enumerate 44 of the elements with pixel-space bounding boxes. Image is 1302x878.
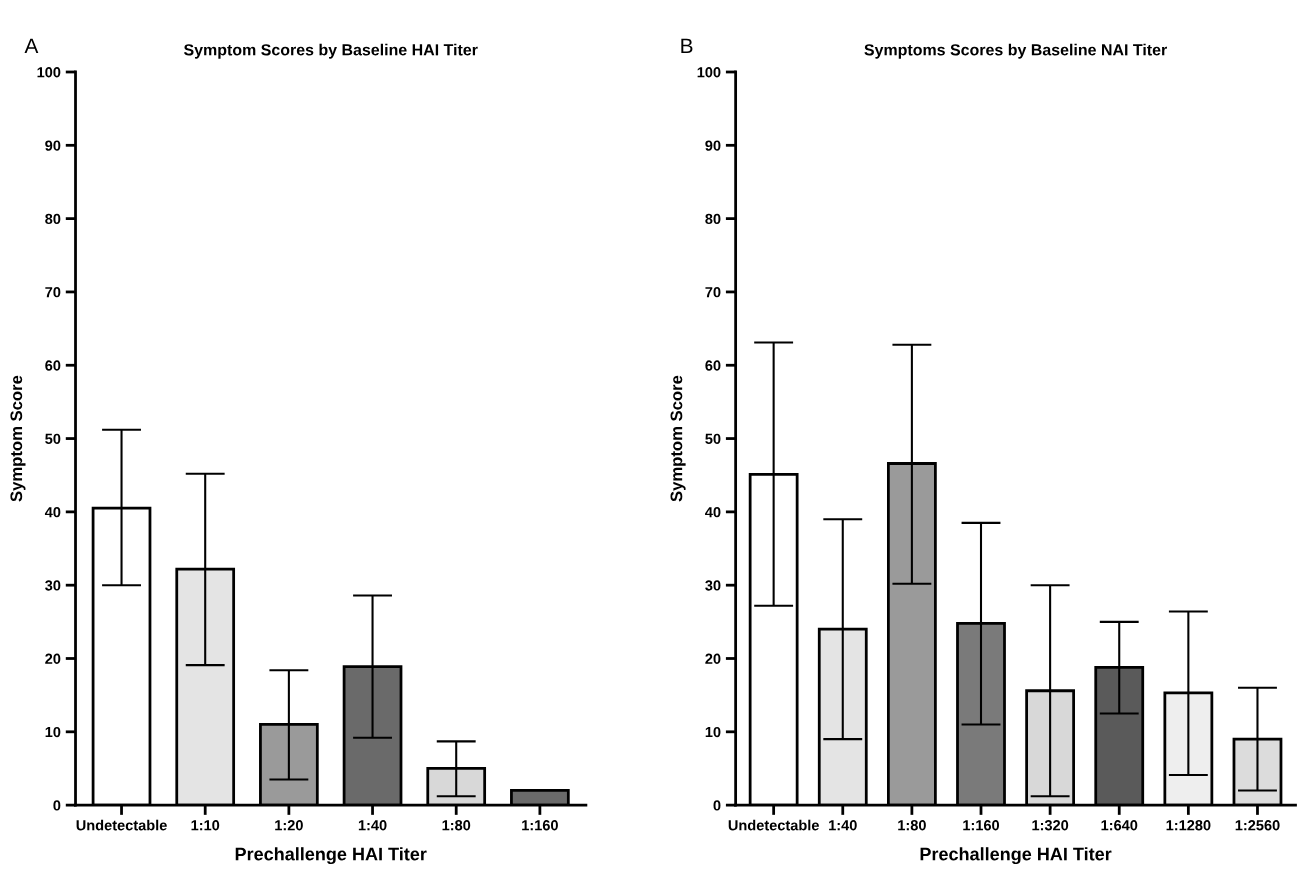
x-axis-title: Prechallenge HAI Titer <box>920 847 1112 865</box>
x-tick-label: 1:320 <box>1032 820 1069 831</box>
text: A <box>24 38 39 54</box>
x-tick-label: 1:1280 <box>1166 820 1211 831</box>
x-tick-label: 1:80 <box>898 820 926 831</box>
x-tick-label: 1:40 <box>829 820 857 831</box>
x-tick-label: 1:640 <box>1101 820 1138 831</box>
y-tick-label: 0 <box>53 800 61 811</box>
x-tick-label: 1:160 <box>522 820 558 831</box>
x-tick-label: 1:10 <box>191 820 220 831</box>
y-tick-label: 70 <box>45 287 61 298</box>
x-tick-label: 1:20 <box>275 820 303 831</box>
x-tick-label: Undetectable <box>728 819 819 831</box>
y-tick-label: 30 <box>45 580 61 591</box>
x-tick-label: 1:160 <box>963 820 1000 831</box>
y-tick-label: 60 <box>45 360 61 371</box>
y-tick-label: 40 <box>705 506 721 518</box>
y-tick-label: 90 <box>45 140 61 151</box>
y-tick-label: 30 <box>705 580 721 591</box>
y-tick-label: 90 <box>705 140 721 151</box>
y-tick-label: 100 <box>697 67 721 78</box>
y-axis-title: Symptom Score <box>10 375 26 502</box>
x-tick-label: 1:40 <box>358 820 387 831</box>
y-tick-label: 60 <box>705 360 721 371</box>
y-tick-label: 10 <box>705 726 721 738</box>
y-tick-label: 0 <box>713 800 721 811</box>
y-tick-label: 40 <box>44 506 61 518</box>
y-tick-label: 10 <box>45 726 61 738</box>
x-tick-label: Undetectable <box>76 819 167 831</box>
y-tick-label: 70 <box>705 287 721 298</box>
chart-title: Symptoms Scores by Baseline NAI Titer <box>864 43 1167 59</box>
y-tick-label: 80 <box>705 213 721 225</box>
chart-title: Symptom Scores by Baseline HAI Titer <box>183 43 478 59</box>
y-tick-label: 100 <box>37 67 61 78</box>
y-tick-label: 20 <box>705 653 721 664</box>
y-tick-label: 20 <box>45 653 61 664</box>
text: B <box>681 38 693 54</box>
y-axis-title: Symptom Score <box>670 375 686 502</box>
y-tick-label: 80 <box>45 213 61 225</box>
y-tick-label: 50 <box>705 433 721 444</box>
y-tick-label: 50 <box>45 433 61 444</box>
x-tick-label: 1:2560 <box>1235 820 1280 831</box>
x-tick-label: 1:80 <box>442 820 471 831</box>
x-axis-title: Prechallenge HAI Titer <box>235 847 427 865</box>
